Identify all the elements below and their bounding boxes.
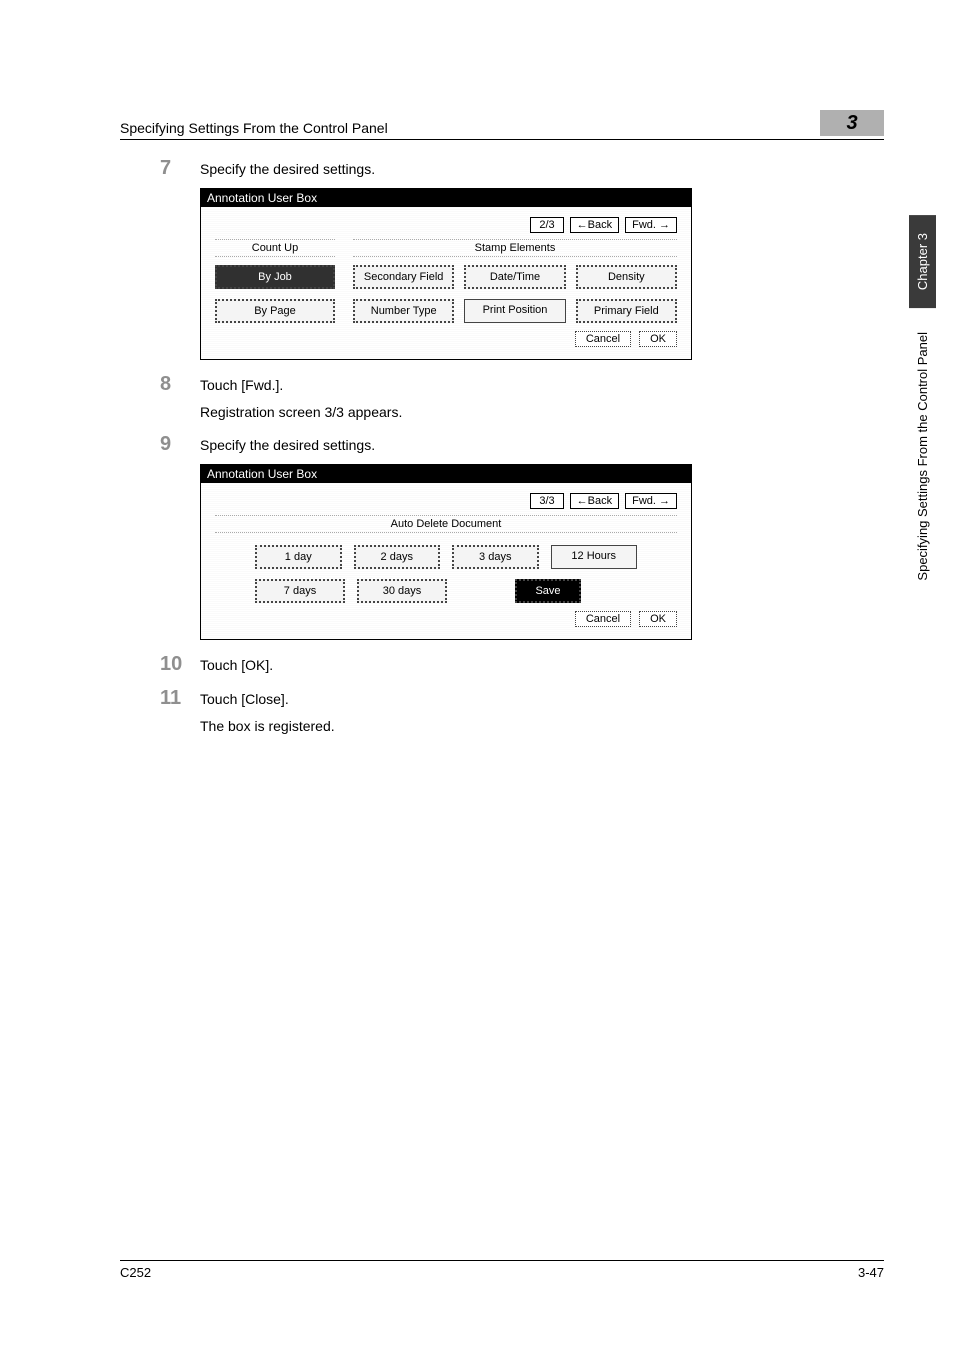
fwd-button[interactable]: Fwd. → [625,217,677,233]
density-button[interactable]: Density [576,265,677,289]
step-number: 8 [160,374,200,394]
page-header: Specifying Settings From the Control Pan… [120,110,884,140]
chapter-tab: Chapter 3 [909,215,936,308]
panel-title: Annotation User Box [201,189,691,207]
3-days-button[interactable]: 3 days [452,545,539,569]
step-7: 7 Specify the desired settings. [160,158,884,178]
side-title-tab: Specifying Settings From the Control Pan… [909,314,936,599]
back-button[interactable]: ←Back [570,217,619,233]
step-10: 10 Touch [OK]. [160,654,884,674]
panel-title: Annotation User Box [201,465,691,483]
chapter-badge: 3 [820,110,884,136]
step-9: 9 Specify the desired settings. [160,434,884,454]
1-day-button[interactable]: 1 day [255,545,342,569]
step-text: Touch [Close]. [200,688,289,708]
step-11: 11 Touch [Close]. [160,688,884,708]
panel-annotation-2-3: Annotation User Box 2/3 ←Back Fwd. → Cou… [200,188,692,360]
page-indicator: 2/3 [530,217,563,233]
step-number: 7 [160,158,200,178]
fwd-button[interactable]: Fwd. → [625,493,677,509]
2-days-button[interactable]: 2 days [354,545,441,569]
page-footer: C252 3-47 [120,1260,884,1280]
step-number: 11 [160,688,200,708]
print-position-button[interactable]: Print Position [464,299,565,323]
step-text: Specify the desired settings. [200,434,375,454]
header-title: Specifying Settings From the Control Pan… [120,120,820,136]
step-text: Touch [Fwd.]. [200,374,283,394]
number-type-button[interactable]: Number Type [353,299,454,323]
side-tabs: Chapter 3 Specifying Settings From the C… [909,215,936,605]
primary-field-button[interactable]: Primary Field [576,299,677,323]
by-job-button[interactable]: By Job [215,265,335,289]
by-page-button[interactable]: By Page [215,299,335,323]
save-button[interactable]: Save [515,579,580,603]
date-time-button[interactable]: Date/Time [464,265,565,289]
step-8-sub: Registration screen 3/3 appears. [200,404,884,420]
step-text: Touch [OK]. [200,654,273,674]
step-text: Specify the desired settings. [200,158,375,178]
panel-annotation-3-3: Annotation User Box 3/3 ←Back Fwd. → Aut… [200,464,692,640]
step-11-sub: The box is registered. [200,718,884,734]
step-number: 9 [160,434,200,454]
ok-button[interactable]: OK [639,611,677,627]
step-8: 8 Touch [Fwd.]. [160,374,884,394]
back-button[interactable]: ←Back [570,493,619,509]
cancel-button[interactable]: Cancel [575,611,631,627]
stamp-elements-label: Stamp Elements [353,239,677,257]
cancel-button[interactable]: Cancel [575,331,631,347]
secondary-field-button[interactable]: Secondary Field [353,265,454,289]
step-number: 10 [160,654,200,674]
page-indicator: 3/3 [530,493,563,509]
auto-delete-label: Auto Delete Document [215,515,677,533]
7-days-button[interactable]: 7 days [255,579,345,603]
footer-left: C252 [120,1265,151,1280]
footer-right: 3-47 [858,1265,884,1280]
30-days-button[interactable]: 30 days [357,579,447,603]
count-up-label: Count Up [215,239,335,257]
ok-button[interactable]: OK [639,331,677,347]
12-hours-button[interactable]: 12 Hours [551,545,638,569]
